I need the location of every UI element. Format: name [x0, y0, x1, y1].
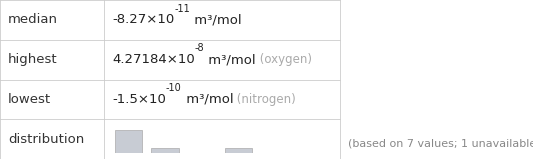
Text: -10: -10: [166, 83, 182, 93]
Text: (oxygen): (oxygen): [256, 53, 312, 66]
Text: -1.5×10: -1.5×10: [112, 93, 166, 106]
Text: distribution: distribution: [8, 133, 84, 146]
Bar: [151, 148, 179, 153]
Bar: [115, 130, 142, 153]
Text: median: median: [8, 13, 58, 26]
Text: m³/mol: m³/mol: [190, 13, 241, 26]
Text: 4.27184×10: 4.27184×10: [112, 53, 195, 66]
Text: -11: -11: [174, 4, 190, 14]
Text: -8.27×10: -8.27×10: [112, 13, 174, 26]
Text: highest: highest: [8, 53, 58, 66]
Bar: [224, 148, 252, 153]
Text: (based on 7 values; 1 unavailable): (based on 7 values; 1 unavailable): [348, 139, 533, 149]
Text: lowest: lowest: [8, 93, 51, 106]
Text: m³/mol: m³/mol: [204, 53, 256, 66]
Text: m³/mol: m³/mol: [182, 93, 233, 106]
Text: (nitrogen): (nitrogen): [233, 93, 296, 106]
Text: -8: -8: [195, 44, 204, 53]
